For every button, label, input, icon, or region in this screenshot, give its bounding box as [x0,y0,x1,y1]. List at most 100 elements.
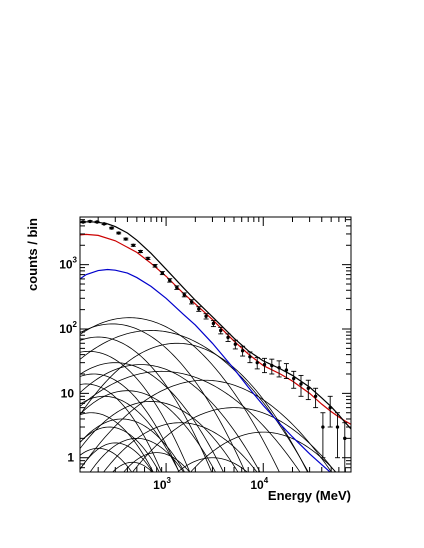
component-curve-21 [190,431,337,472]
data-marker [138,249,143,254]
data-marker [284,368,289,372]
data-point [116,231,122,235]
component-curve-26 [177,457,248,472]
data-marker [292,376,296,381]
component-curve-15 [80,401,239,472]
data-point [313,387,319,409]
data-point [130,243,136,247]
data-marker [313,394,318,399]
data-marker [182,293,187,297]
data-marker [226,335,230,340]
component-curve-10 [80,373,180,472]
data-point [283,363,289,379]
component-curve-11 [80,379,332,472]
data-marker [306,386,310,390]
data-point [247,351,253,364]
component-curve-18 [80,418,186,472]
total-model-curve [80,221,351,430]
data-marker [153,264,157,268]
x-tick-label: 103 [153,476,171,492]
component-curve-20 [80,426,160,472]
data-point [327,395,333,428]
component-curve-8 [80,364,261,472]
data-point [291,370,297,389]
component-curve-17 [80,412,154,472]
data-point [80,220,86,224]
data-marker [102,222,106,226]
data-point [167,278,173,283]
data-marker [146,256,150,261]
data-point [210,320,216,328]
component-curve-27 [112,461,153,472]
data-marker [197,307,201,311]
component-curve-2 [80,323,246,472]
data-point [196,306,202,312]
data-point [87,219,93,224]
data-point [342,422,348,472]
plot-frame [79,216,352,473]
x-axis-title: Energy (MeV) [268,488,351,503]
y-tick-label: 10 [61,386,75,400]
data-marker [335,425,340,429]
component-curve-19 [103,422,258,472]
data-point [269,358,275,375]
data-marker [328,405,332,410]
data-marker [204,314,208,318]
component-curve-14 [80,395,180,472]
data-marker [321,425,325,429]
data-point [225,333,231,342]
data-marker [116,231,121,235]
component-curve-6 [80,350,191,472]
data-marker [255,360,259,365]
data-point [101,222,107,226]
data-marker [299,382,303,386]
data-point [145,256,151,261]
data-marker [240,349,245,353]
data-marker [343,436,347,441]
y-tick-label: 103 [59,256,77,272]
data-marker [160,271,165,275]
component-curve-9 [80,370,301,472]
data-point [232,339,238,350]
data-point [218,326,224,335]
data-point [123,237,129,241]
data-point [305,379,311,401]
component-curve-4 [80,336,213,472]
plot-area [80,221,351,472]
data-point [181,292,187,298]
y-tick-label: 1 [67,451,74,465]
component-curve-22 [89,437,184,472]
data-marker [248,355,252,359]
data-point [109,226,115,230]
data-point [189,299,195,305]
data-marker [175,285,179,290]
red-model-curve [80,233,351,425]
data-marker [168,278,172,283]
data-point [320,412,326,459]
data-point [137,249,143,254]
component-curve-7 [80,362,224,472]
data-points [80,219,348,472]
data-point [262,357,268,374]
data-marker [81,220,85,224]
data-point [240,345,246,357]
axes: 103 104 1 10 102 103 [59,217,352,492]
data-point [203,313,209,320]
data-marker [211,321,216,326]
y-axis-title: counts / bin [25,218,40,291]
data-point [254,357,260,370]
data-marker [124,237,128,241]
x-tick-label: 104 [250,476,268,492]
data-marker [131,243,136,247]
data-point [174,285,180,290]
data-marker [219,328,223,333]
component-curve-25 [123,452,191,472]
data-point [159,271,165,276]
y-tick-label: 102 [59,320,77,336]
data-point [334,412,340,459]
data-marker [277,366,281,370]
data-point [298,374,304,397]
data-marker [88,219,92,224]
